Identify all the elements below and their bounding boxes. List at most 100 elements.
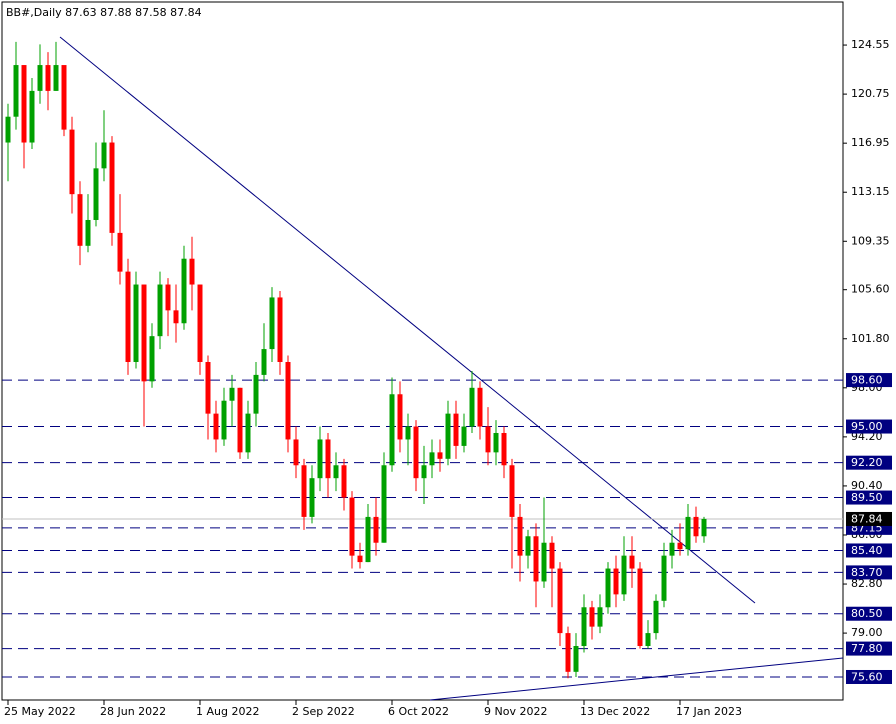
candle-body [493, 432, 499, 453]
candle-body [325, 439, 331, 479]
candle-body [197, 284, 203, 362]
y-tick-label: 105.60 [851, 283, 890, 296]
x-tick-label: 13 Dec 2022 [580, 705, 650, 718]
candle-body [173, 310, 179, 324]
candle-body [645, 633, 651, 647]
candle-body [133, 284, 139, 362]
candle-body [429, 452, 435, 466]
candle-body [37, 65, 43, 91]
candle-body [533, 536, 539, 582]
level-label: 77.80 [851, 642, 883, 655]
candle-body [653, 600, 659, 634]
candle-body [61, 65, 67, 130]
candle-body [573, 646, 579, 672]
level-box [846, 419, 892, 434]
candle-body [405, 426, 411, 440]
candle-body [453, 413, 459, 446]
candle-body [445, 413, 451, 459]
candle-body [301, 465, 307, 517]
candle-body [373, 516, 379, 543]
candle-body [629, 555, 635, 569]
candle-body [461, 426, 467, 446]
candle-body [605, 568, 611, 608]
candle-body [277, 297, 283, 362]
x-tick-label: 28 Jun 2022 [100, 705, 166, 718]
candle-body [269, 297, 275, 350]
level-box [846, 490, 892, 505]
candle-body [349, 497, 355, 556]
candle-body [109, 142, 115, 233]
candle-body [189, 258, 195, 285]
trend-line [429, 657, 844, 701]
candle-body [397, 394, 403, 440]
candle-body [437, 452, 443, 459]
level-label: 98.60 [851, 374, 883, 387]
candle-body [229, 387, 235, 401]
candle-body [309, 478, 315, 517]
candle-body [685, 516, 691, 550]
candle-body [5, 116, 11, 143]
candle-body [21, 65, 27, 143]
level-box [846, 373, 892, 388]
candle-body [365, 516, 371, 563]
level-box [846, 606, 892, 621]
candle-body [149, 336, 155, 382]
level-box [846, 641, 892, 656]
candle-body [69, 129, 75, 195]
y-tick-label: 101.80 [851, 332, 890, 345]
candle-body [341, 465, 347, 498]
candle-body [117, 232, 123, 272]
x-tick-label: 1 Aug 2022 [196, 705, 259, 718]
x-tick-label: 17 Jan 2023 [676, 705, 742, 718]
y-tick-label: 90.40 [851, 479, 883, 492]
level-label: 80.50 [851, 607, 883, 620]
candle-body [597, 607, 603, 627]
candle-body [141, 284, 147, 382]
candle-body [381, 465, 387, 543]
candle-body [221, 400, 227, 440]
candle-body [53, 65, 59, 91]
level-box [846, 565, 892, 580]
candle-body [693, 516, 699, 537]
y-tick-label: 120.75 [851, 87, 890, 100]
current-price-box [846, 511, 892, 526]
candle-body [85, 219, 91, 246]
candle-body [317, 439, 323, 479]
candle-body [421, 465, 427, 479]
level-label: 92.20 [851, 456, 883, 469]
candle-body [701, 518, 707, 537]
x-tick-label: 25 May 2022 [4, 705, 76, 718]
candle-body [293, 439, 299, 466]
level-box [846, 455, 892, 470]
candle-body [613, 568, 619, 595]
candle-body [13, 65, 19, 117]
candle-body [669, 542, 675, 556]
candle-body [485, 426, 491, 453]
candle-body [581, 607, 587, 647]
level-label: 85.40 [851, 544, 883, 557]
candle-body [509, 465, 515, 517]
candle-body [261, 349, 267, 375]
candle-body [637, 568, 643, 647]
x-tick-label: 2 Sep 2022 [292, 705, 355, 718]
candle-body [621, 555, 627, 595]
candle-body [549, 542, 555, 569]
candle-body [93, 168, 99, 220]
chart-title: BB#,Daily 87.63 87.88 87.58 87.84 [6, 6, 202, 19]
y-tick-label: 116.95 [851, 136, 890, 149]
candle-body [101, 142, 107, 169]
y-tick-label: 82.80 [851, 577, 883, 590]
candle-body [413, 426, 419, 479]
candle-body [165, 284, 171, 311]
candle-body [589, 607, 595, 627]
candle-body [237, 387, 243, 453]
candle-body [157, 284, 163, 337]
candle-body [677, 542, 683, 550]
candle-body [181, 258, 187, 324]
x-tick-label: 9 Nov 2022 [484, 705, 547, 718]
candle-body [557, 568, 563, 634]
candle-body [469, 387, 475, 427]
candle-body [477, 387, 483, 427]
candle-body [29, 90, 35, 143]
